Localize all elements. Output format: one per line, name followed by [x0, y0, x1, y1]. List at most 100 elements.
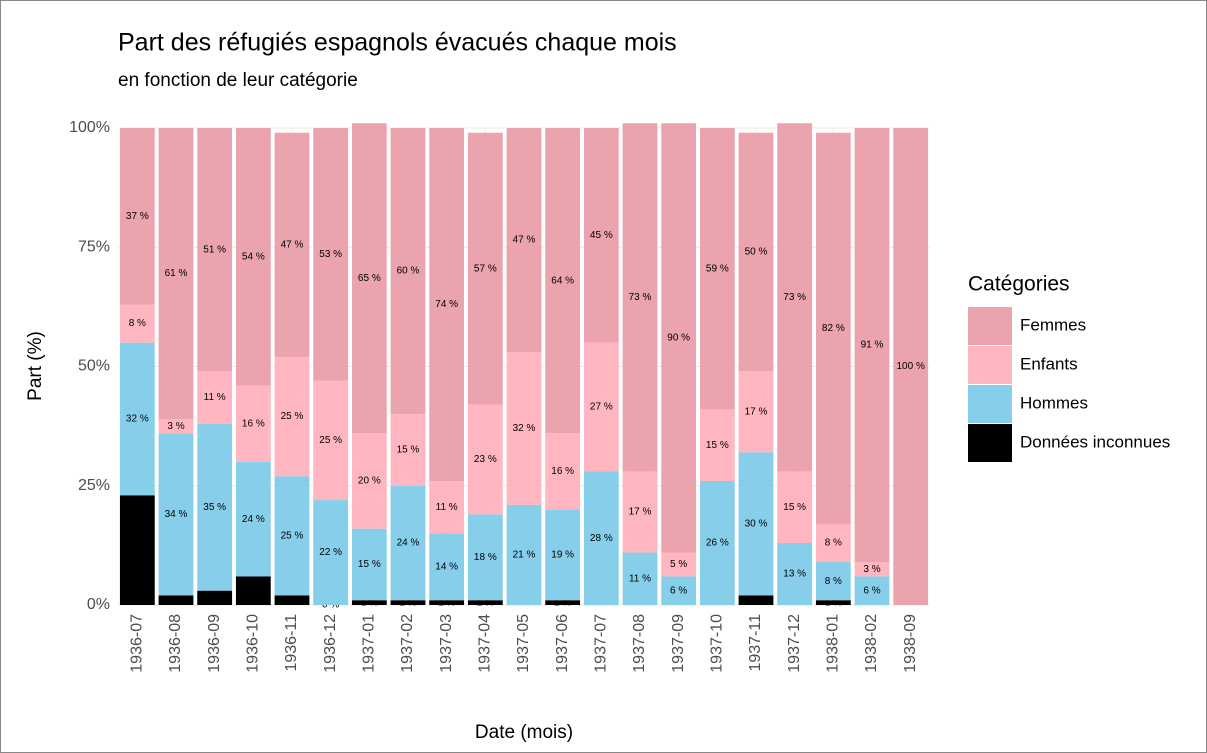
bar-segment: [738, 132, 774, 372]
value-label: 2 %: [747, 595, 764, 606]
bar-segment: [313, 128, 349, 381]
value-label: 15 %: [783, 502, 806, 513]
bar-segment: [235, 576, 271, 605]
y-axis-label: Part (%): [25, 331, 46, 401]
bar-segment: [429, 480, 465, 534]
x-tick-label: 1938-02: [863, 614, 880, 673]
bar-segment: [158, 433, 194, 596]
value-label: 11 %: [629, 573, 651, 584]
value-label: 59 %: [706, 263, 729, 274]
bar-segment: [313, 380, 349, 501]
bar-segment: [815, 523, 851, 563]
bar-segment: [661, 576, 697, 605]
value-label: 21 %: [513, 550, 536, 561]
value-label: 11 %: [204, 392, 226, 403]
value-label: 23 %: [474, 454, 497, 465]
value-label: 27 %: [590, 402, 613, 413]
bar-segment: [738, 595, 774, 605]
chart-title: Part des réfugiés espagnols évacués chaq…: [118, 29, 677, 57]
value-label: 6 %: [863, 585, 880, 596]
bar-segment: [351, 433, 387, 529]
value-label: 8 %: [825, 538, 842, 549]
value-label: 32 %: [126, 414, 149, 425]
value-label: 2 %: [283, 595, 300, 606]
bar-segment: [351, 528, 387, 601]
bar-segment: [119, 342, 155, 496]
x-tick-label: 1938-01: [825, 614, 842, 673]
x-tick-label: 1937-07: [593, 614, 610, 673]
bar-segment: [274, 356, 310, 477]
x-tick-label: 1936-10: [245, 614, 262, 673]
legend-key: [968, 307, 1012, 345]
x-tick-label: 1936-11: [283, 614, 300, 672]
legend-key: [968, 424, 1012, 462]
value-label: 47 %: [513, 235, 536, 246]
x-tick-label: 1937-03: [438, 614, 455, 673]
bar-segment: [583, 342, 619, 472]
legend-label: Enfants: [1020, 354, 1078, 373]
bar-segment: [158, 595, 194, 605]
value-label: 35 %: [203, 502, 226, 513]
bar-segment: [197, 128, 233, 372]
value-label: 17 %: [629, 507, 652, 518]
bar-segment: [158, 418, 194, 434]
bar-segment: [467, 132, 503, 405]
value-label: 15 %: [358, 559, 381, 570]
value-label: 8 %: [129, 318, 146, 329]
bar-segment: [158, 128, 194, 419]
bar-segment: [545, 600, 581, 605]
x-tick-label: 1937-08: [631, 614, 648, 673]
bar-segment: [429, 533, 465, 601]
bar-segment: [313, 500, 349, 605]
y-tick-label: 50%: [78, 358, 110, 375]
value-label: 1 %: [438, 597, 455, 608]
value-label: 90 %: [667, 333, 690, 344]
legend-key: [968, 385, 1012, 423]
value-label: 16 %: [242, 418, 265, 429]
value-label: 50 %: [745, 247, 768, 258]
value-label: 26 %: [706, 538, 729, 549]
bar-segment: [197, 371, 233, 424]
value-label: 14 %: [435, 561, 458, 572]
value-label: 47 %: [281, 240, 304, 251]
bar-segment: [545, 509, 581, 601]
x-axis-label: Date (mois): [475, 722, 573, 743]
value-label: 0 %: [322, 600, 339, 611]
value-label: 74 %: [435, 299, 458, 310]
value-label: 2 %: [167, 595, 184, 606]
bar-segment: [467, 514, 503, 601]
x-tick-label: 1936-09: [206, 614, 223, 673]
value-label: 8 %: [825, 576, 842, 587]
value-label: 11 %: [436, 502, 458, 513]
bar-segment: [815, 600, 851, 605]
bar-segment: [622, 471, 658, 553]
bar-segment: [390, 600, 426, 605]
x-tick-label: 1937-06: [554, 614, 571, 673]
value-label: 25 %: [281, 411, 304, 422]
value-label: 64 %: [551, 275, 574, 286]
value-label: 19 %: [551, 550, 574, 561]
bar-segment: [738, 371, 774, 453]
value-label: 34 %: [165, 509, 188, 520]
value-label: 61 %: [165, 268, 188, 279]
bar-segment: [661, 552, 697, 577]
x-tick-label: 1937-12: [786, 614, 803, 673]
value-label: 6 %: [670, 585, 687, 596]
x-tick-label: 1937-05: [515, 614, 532, 673]
value-label: 3 %: [206, 592, 223, 603]
bar-segment: [351, 123, 387, 434]
value-label: 3 %: [863, 564, 880, 575]
bar-segment: [390, 128, 426, 415]
bar-segment: [583, 128, 619, 343]
y-tick-label: 0%: [87, 596, 110, 613]
bar-segment: [854, 128, 890, 563]
bar-segment: [738, 452, 774, 596]
value-label: 53 %: [319, 249, 342, 260]
bar-segment: [197, 590, 233, 605]
value-label: 82 %: [822, 323, 845, 334]
bar-segment: [119, 304, 155, 343]
x-tick-label: 1937-11: [747, 614, 764, 672]
bar-segment: [854, 562, 890, 577]
value-label: 73 %: [629, 292, 652, 303]
legend-label: Hommes: [1020, 393, 1088, 412]
